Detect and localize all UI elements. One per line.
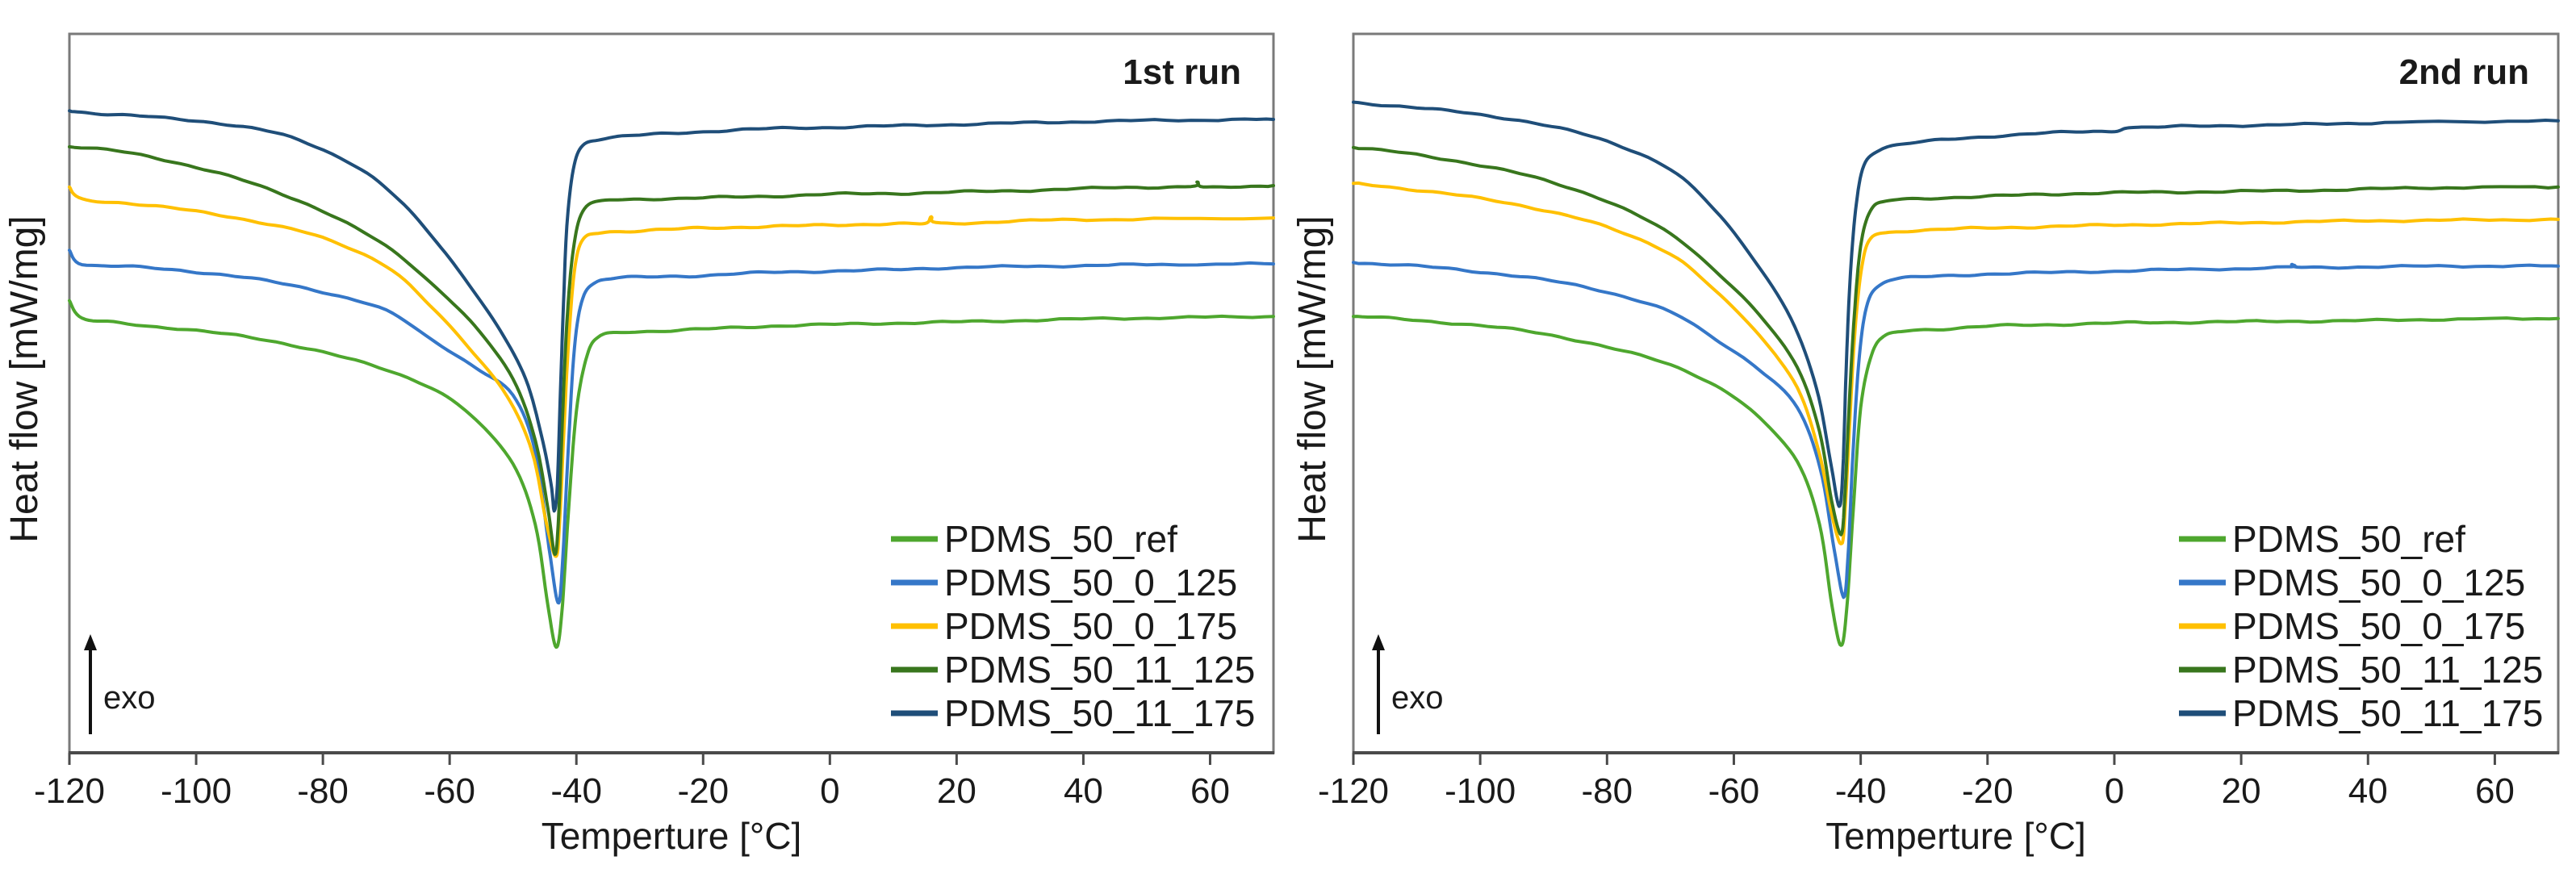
x-axis-title: Temperture [°C] — [542, 815, 802, 857]
series-curve-PDMS_50_11_125 — [1352, 145, 2560, 537]
x-tick-label: -100 — [1445, 771, 1516, 811]
series-curve-PDMS_50_11_175 — [68, 109, 1275, 513]
legend-label: PDMS_50_11_125 — [2232, 649, 2543, 691]
x-tick-label: -40 — [1835, 771, 1887, 811]
y-axis-title: Heat flow [mW/mg] — [1291, 215, 1334, 542]
series-curve-PDMS_50_11_175 — [1352, 100, 2560, 508]
dsc-chart-first-run: -120 -100 -80 -60 -40 -20 0 20 40 60 Temperture [°… — [3, 32, 1275, 857]
dsc-chart-second-run: -120 -100 -80 -60 -40 -20 0 20 40 60 Temperture [°… — [1291, 32, 2560, 857]
series-curve-PDMS_50_0_125 — [68, 249, 1275, 605]
y-axis-title: Heat flow [mW/mg] — [3, 215, 46, 542]
exo-arrow-icon — [84, 634, 97, 734]
series-curve-PDMS_50_ref — [68, 299, 1275, 650]
x-tick-label: -80 — [297, 771, 349, 811]
legend-item: PDMS_50_11_175 — [891, 692, 1255, 734]
legend-label: PDMS_50_ref — [944, 518, 1177, 560]
dsc-panel-first-run: -120 -100 -80 -60 -40 -20 0 20 40 60 Temperture [°… — [3, 32, 1275, 857]
legend-label: PDMS_50_0_125 — [2232, 562, 2525, 604]
series-curve-PDMS_50_0_125 — [1352, 261, 2560, 599]
legend-item: PDMS_50_11_125 — [891, 649, 1255, 691]
x-tick-label: -80 — [1582, 771, 1633, 811]
legend-item: PDMS_50_0_175 — [2179, 605, 2525, 647]
x-tick-label: -60 — [424, 771, 475, 811]
x-tick-label: 20 — [2222, 771, 2261, 811]
x-tick-label: -100 — [161, 771, 232, 811]
legend-label: PDMS_50_11_175 — [944, 692, 1255, 734]
legend-item: PDMS_50_0_125 — [2179, 562, 2525, 604]
exo-arrow-icon — [1372, 634, 1385, 734]
x-tick-label: 0 — [2105, 771, 2124, 811]
dsc-panel-second-run: -120 -100 -80 -60 -40 -20 0 20 40 60 Temperture [°… — [1288, 0, 2576, 873]
x-tick-label: -120 — [1318, 771, 1389, 811]
legend-label: PDMS_50_11_175 — [2232, 692, 2543, 734]
x-tick-label: -60 — [1708, 771, 1760, 811]
exo-label: exo — [1391, 680, 1444, 716]
series-curve-PDMS_50_0_175 — [68, 185, 1275, 558]
x-tick-label: 40 — [2348, 771, 2388, 811]
legend-label: PDMS_50_11_125 — [944, 649, 1255, 691]
x-tick-label: 60 — [1190, 771, 1230, 811]
plot-border — [1352, 32, 2560, 754]
legend-label: PDMS_50_ref — [2232, 518, 2465, 560]
legend-item: PDMS_50_11_175 — [2179, 692, 2543, 734]
x-tick-label: -40 — [550, 771, 602, 811]
x-axis-title: Temperture [°C] — [1825, 815, 2086, 857]
x-tick-label: 40 — [1064, 771, 1103, 811]
x-tick-label: 60 — [2475, 771, 2515, 811]
x-tick-label: -120 — [34, 771, 105, 811]
legend-label: PDMS_50_0_175 — [944, 605, 1237, 647]
legend-label: PDMS_50_0_175 — [2232, 605, 2525, 647]
run-label: 1st run — [1123, 52, 1241, 92]
legend-label: PDMS_50_0_125 — [944, 562, 1237, 604]
x-tick-label: -20 — [677, 771, 729, 811]
exo-label: exo — [103, 680, 156, 716]
plot-border — [68, 32, 1275, 754]
x-tick-label: 0 — [820, 771, 839, 811]
series-curve-PDMS_50_ref — [1352, 315, 2560, 647]
legend-item: PDMS_50_ref — [891, 518, 1177, 560]
legend-item: PDMS_50_0_175 — [891, 605, 1237, 647]
series-curve-PDMS_50_11_125 — [68, 144, 1275, 556]
x-tick-label: -20 — [1962, 771, 2014, 811]
x-tick-label: 20 — [937, 771, 976, 811]
run-label: 2nd run — [2399, 52, 2529, 92]
legend-item: PDMS_50_ref — [2179, 518, 2465, 560]
legend-item: PDMS_50_0_125 — [891, 562, 1237, 604]
legend-item: PDMS_50_11_125 — [2179, 649, 2543, 691]
